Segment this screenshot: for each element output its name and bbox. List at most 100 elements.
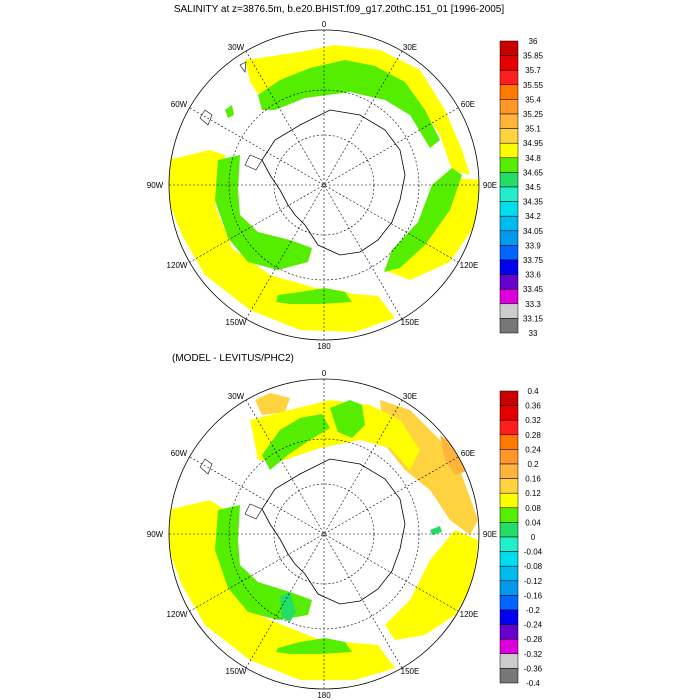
bottom-legend-label: 0.16 xyxy=(525,475,541,484)
bottom-legend-swatch xyxy=(499,638,519,655)
top-lon-60e: 60E xyxy=(461,100,475,109)
top-legend-swatch xyxy=(499,84,519,100)
bottom-legend-label: 0.28 xyxy=(525,431,541,440)
bottom-legend-label: -0.36 xyxy=(524,664,543,673)
bottom-lon-90w: 90W xyxy=(147,530,164,539)
top-legend-swatch xyxy=(499,215,519,232)
bottom-lon-120w: 120W xyxy=(167,610,188,619)
bottom-legend-swatch xyxy=(499,609,519,625)
bottom-legend-swatch xyxy=(499,492,519,509)
bottom-legend-label: -0.12 xyxy=(524,577,543,586)
top-legend-swatch xyxy=(499,128,519,144)
bottom-panel-title: (MODEL - LEVITUS/PHC2) xyxy=(172,353,294,364)
bottom-legend-label: 0.08 xyxy=(525,504,541,513)
bottom-antarctica-outline xyxy=(261,458,406,605)
bottom-legend: 0.4 0.36 0.32 0.28 0.24 0.2 0.16 0.12 0.08 0.04 0 -… xyxy=(499,387,543,688)
bottom-legend-swatch xyxy=(499,507,519,523)
top-legend-label: 34.8 xyxy=(525,154,541,163)
bottom-legend-label: -0.28 xyxy=(524,635,543,644)
bottom-legend-label: 0.36 xyxy=(525,402,541,411)
bottom-panel: (MODEL - LEVITUS/PHC2) xyxy=(147,353,543,700)
top-legend-label: 33.75 xyxy=(523,256,544,265)
top-map-border xyxy=(168,29,480,341)
top-lon-0: 0 xyxy=(322,20,327,29)
top-lon-120e: 120E xyxy=(460,261,479,270)
top-legend-label: 34.65 xyxy=(523,168,544,177)
bottom-lon-150w: 150W xyxy=(226,667,247,676)
top-legend-swatch xyxy=(499,318,519,334)
top-legend-label: 34.5 xyxy=(525,183,541,192)
bottom-legend-label: -0.32 xyxy=(524,650,543,659)
bottom-legend-swatch xyxy=(499,478,519,494)
bottom-lon-30w: 30W xyxy=(228,392,245,401)
top-lon-150e: 150E xyxy=(401,318,420,327)
top-legend-swatch xyxy=(499,40,519,56)
bottom-anomaly-field xyxy=(169,393,478,680)
top-legend-swatch xyxy=(499,99,519,115)
top-legend-swatch xyxy=(499,245,519,261)
bottom-map-border xyxy=(168,378,480,690)
bottom-legend-label: -0.08 xyxy=(524,562,543,571)
bottom-legend-swatch xyxy=(499,463,519,479)
bottom-legend-swatch xyxy=(499,449,519,465)
top-legend-label: 34.35 xyxy=(523,198,544,207)
bottom-legend-swatch xyxy=(499,580,519,596)
top-legend: 36 35.85 35.7 35.55 35.4 35.25 35.1 34.95 34.8 34… xyxy=(499,37,544,338)
bottom-legend-swatch xyxy=(499,390,519,406)
top-legend-label: 33.15 xyxy=(523,314,544,323)
bottom-map xyxy=(168,378,480,690)
top-legend-label: 33.9 xyxy=(525,241,541,250)
top-legend-label: 33 xyxy=(529,329,538,338)
bottom-lon-90e: 90E xyxy=(483,530,497,539)
bottom-legend-swatch xyxy=(499,419,519,436)
top-legend-label: 35.85 xyxy=(523,52,544,61)
bottom-yellow-east xyxy=(385,530,478,640)
top-green-south xyxy=(276,288,352,304)
bottom-lon-0: 0 xyxy=(322,369,327,378)
top-graticule xyxy=(169,30,479,340)
bottom-lon-150e: 150E xyxy=(401,667,420,676)
top-lon-90w: 90W xyxy=(147,181,164,190)
bottom-legend-label: -0.16 xyxy=(524,591,543,600)
bottom-legend-label: -0.04 xyxy=(524,548,543,557)
top-yellow-west xyxy=(169,150,395,332)
bottom-legend-swatch xyxy=(499,624,519,640)
bottom-legend-label: 0.12 xyxy=(525,489,541,498)
top-legend-swatch xyxy=(499,55,519,71)
bottom-graticule xyxy=(169,379,479,689)
bottom-legend-swatch xyxy=(499,536,519,552)
top-legend-label: 34.95 xyxy=(523,139,544,148)
bottom-legend-label: 0.2 xyxy=(527,460,539,469)
top-legend-label: 33.6 xyxy=(525,271,541,280)
bottom-legend-label: 0.04 xyxy=(525,518,541,527)
top-legend-label: 35.4 xyxy=(525,95,541,104)
bottom-lon-30e: 30E xyxy=(403,392,417,401)
bottom-green-west xyxy=(215,505,312,620)
top-legend-swatch xyxy=(499,142,519,159)
bottom-legend-label: 0.24 xyxy=(525,445,541,454)
top-legend-label: 33.3 xyxy=(525,300,541,309)
bottom-legend-swatch xyxy=(499,522,519,538)
top-green-west xyxy=(215,155,312,270)
top-legend-label: 34.05 xyxy=(523,227,544,236)
bottom-legend-label: 0.32 xyxy=(525,416,541,425)
top-legend-swatch xyxy=(499,201,519,217)
top-lon-60w: 60W xyxy=(171,100,188,109)
bottom-green-atlantic xyxy=(262,414,330,470)
top-panel-title: SALINITY at z=3876.5m, b.e20.BHIST.f09_g… xyxy=(174,4,505,15)
bottom-yellow-atlantic xyxy=(250,400,420,470)
top-lon-90e: 90E xyxy=(483,181,497,190)
top-legend-swatch xyxy=(499,274,519,290)
top-legend-swatch xyxy=(499,186,519,202)
bottom-legend-swatch xyxy=(499,551,519,567)
bottom-legend-swatch xyxy=(499,434,519,450)
bottom-legend-swatch xyxy=(499,565,519,582)
bottom-legend-label: -0.2 xyxy=(526,606,540,615)
bottom-legend-label: -0.24 xyxy=(524,621,543,630)
top-legend-label: 35.25 xyxy=(523,110,544,119)
top-lon-30w: 30W xyxy=(228,43,245,52)
top-antarctica-outline xyxy=(261,109,406,256)
bottom-lon-labels: 0 30E 60E 90E 120E 150E 180 150W 120W 90… xyxy=(147,369,497,700)
top-legend-swatch xyxy=(499,113,519,129)
